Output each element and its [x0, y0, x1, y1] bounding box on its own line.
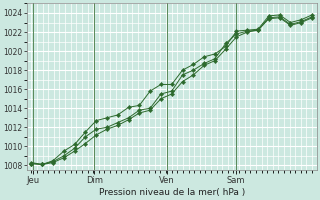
X-axis label: Pression niveau de la mer( hPa ): Pression niveau de la mer( hPa ) — [99, 188, 245, 197]
